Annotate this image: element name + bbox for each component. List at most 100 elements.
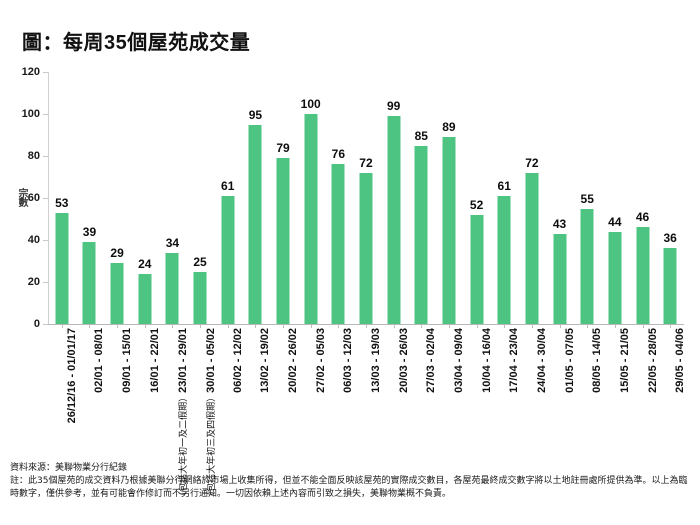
x-axis-label-range: 24/04 - 30/04	[535, 328, 548, 393]
bar[interactable]	[304, 114, 318, 324]
bar-value-label: 46	[635, 210, 650, 225]
x-axis-label: 13/02 - 19/02	[259, 328, 271, 393]
bar-value-label: 72	[525, 155, 539, 170]
x-axis-label: 02/01 - 08/01	[93, 328, 105, 393]
bar-slot: 72	[352, 72, 380, 324]
bar-value-label: 53	[55, 195, 69, 210]
x-axis-label: 20/02 - 26/02	[287, 328, 299, 393]
x-axis-label: 01/05 - 07/05	[564, 328, 576, 393]
y-axis-title: 宗數	[16, 188, 27, 206]
x-axis-tick-mark	[89, 324, 91, 328]
bar-value-label: 61	[221, 178, 235, 193]
bar[interactable]	[248, 124, 262, 324]
bar-slot: 99	[380, 72, 408, 324]
bar[interactable]	[580, 208, 594, 324]
bar-slot: 36	[656, 72, 684, 324]
page-title: 圖：每周35個屋苑成交量	[22, 32, 251, 54]
bar[interactable]	[110, 263, 124, 324]
x-axis-tick-mark	[117, 324, 119, 328]
chart-plot-area: 0 20 40 60 80 100 120 53 39 29 24 34 25 61 95 79 100 76 7…	[22, 66, 684, 330]
bar[interactable]	[387, 116, 401, 324]
x-axis-tick-mark	[366, 324, 367, 328]
y-axis-tick-mark	[43, 198, 48, 199]
x-axis-label: 17/04 - 23/04	[508, 328, 520, 393]
x-axis-label-range: 20/03 - 26/03	[397, 328, 410, 393]
bar[interactable]	[470, 214, 484, 324]
bar-value-label: 95	[248, 107, 263, 122]
x-axis-label-range: 27/02 - 05/03	[314, 328, 327, 393]
bar-value-label: 99	[386, 99, 401, 114]
bar[interactable]	[221, 195, 235, 324]
x-axis-tick-mark	[448, 324, 450, 328]
bar-value-label: 44	[608, 214, 622, 229]
y-axis-tick-mark	[43, 114, 48, 115]
bar-value-label: 55	[580, 191, 594, 206]
bar[interactable]	[82, 242, 96, 324]
x-axis-label-range: 01/05 - 07/05	[563, 328, 576, 393]
x-axis-label: 15/05 - 21/05	[619, 328, 631, 393]
x-axis-tick-mark	[227, 324, 229, 328]
bar[interactable]	[331, 164, 345, 324]
x-axis-label: 22/05 - 28/05	[647, 328, 659, 393]
x-axis-label-range: 17/04 - 23/04	[508, 328, 521, 393]
bar[interactable]	[55, 212, 69, 324]
x-axis-label: 06/02 - 12/02	[232, 328, 244, 393]
bar-slot: 44	[601, 72, 629, 324]
note-line: 註：此35個屋苑的成交資料乃根據美聯分行網絡於市場上收集所得，但並不能全面反映該…	[10, 476, 688, 499]
bar-value-label: 52	[469, 197, 484, 212]
x-axis-label-range: 09/01 - 15/01	[121, 328, 134, 393]
bar-slot: 29	[103, 72, 131, 324]
bar[interactable]	[497, 195, 511, 324]
x-axis-label: 29/05 - 04/06	[674, 328, 686, 393]
x-axis-label-range: 26/12/16 - 01/01/17	[65, 328, 78, 424]
x-axis-labels: 26/12/16 - 01/01/17 02/01 - 08/01 09/01 - …	[48, 328, 686, 501]
bar[interactable]	[442, 137, 456, 324]
bar[interactable]	[138, 273, 152, 324]
bar-slot: 39	[76, 72, 104, 324]
x-axis-label: 06/03 - 12/03	[342, 328, 354, 393]
bar-value-label: 34	[165, 235, 180, 250]
bar[interactable]	[414, 145, 428, 324]
bar-slot: 100	[297, 72, 325, 324]
bar[interactable]	[553, 233, 567, 324]
bar-value-label: 76	[331, 147, 346, 162]
x-axis-tick-mark	[531, 324, 533, 328]
bar[interactable]	[608, 231, 622, 324]
bar-value-label: 61	[497, 178, 511, 193]
bar[interactable]	[525, 172, 539, 324]
x-axis-tick-mark	[255, 324, 257, 328]
x-axis-tick-mark	[310, 324, 312, 328]
x-axis-label: 26/12/16 - 01/01/17	[66, 328, 78, 423]
bar[interactable]	[276, 158, 290, 324]
bar-slot: 72	[518, 72, 546, 324]
bar[interactable]	[663, 248, 677, 324]
bar-slot: 61	[214, 72, 242, 324]
x-axis-label-range: 03/04 - 09/04	[452, 328, 465, 393]
x-axis-label-range: 23/01 - 29/01	[177, 328, 190, 393]
bar[interactable]	[636, 227, 649, 324]
x-axis-label: 24/04 - 30/04	[536, 328, 548, 393]
y-axis-tick-label: 100	[21, 108, 40, 120]
bar-slot: 25	[186, 72, 214, 324]
x-axis-label: 27/03 - 02/04	[425, 328, 437, 393]
y-axis-tick-label: 80	[27, 150, 40, 162]
bar[interactable]	[193, 271, 207, 324]
bar-slot: 89	[435, 72, 463, 324]
bar-slot: 34	[159, 72, 187, 324]
bar-value-label: 24	[138, 256, 152, 271]
bar[interactable]	[165, 252, 179, 324]
x-axis-label: 16/01 - 22/01	[149, 328, 161, 393]
bar-series: 53 39 29 24 34 25 61 95 79 100 76 72 99 85 89 52 61 72 43 5…	[48, 72, 684, 328]
bar-value-label: 29	[110, 246, 124, 261]
x-axis-label-range: 13/03 - 19/03	[370, 328, 382, 393]
x-axis-tick-mark	[61, 324, 63, 328]
bar-slot: 52	[463, 72, 491, 324]
bar-slot: 76	[325, 72, 353, 324]
bar-slot: 53	[48, 72, 76, 324]
bar[interactable]	[359, 172, 373, 324]
x-axis-label-range: 02/01 - 08/01	[93, 328, 106, 393]
y-axis-tick-mark	[43, 324, 48, 325]
bar-slot: 46	[629, 72, 657, 324]
x-axis-label-range: 20/02 - 26/02	[287, 328, 300, 393]
bar-value-label: 72	[359, 155, 373, 170]
